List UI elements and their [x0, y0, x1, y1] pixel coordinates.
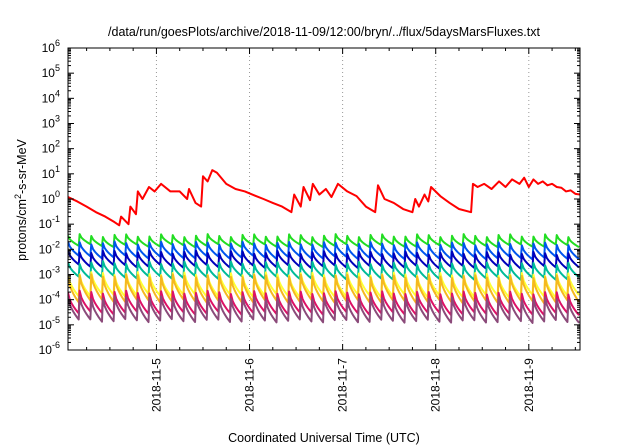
y-tick-label: 10-5 [39, 315, 60, 332]
y-tick-label: 102 [42, 139, 60, 156]
x-tick-label: 2018-11-8 [429, 358, 443, 412]
x-tick-label: 2018-11-7 [336, 358, 350, 412]
y-axis-label-main: protons/cm [15, 199, 29, 261]
series-line [68, 260, 580, 281]
y-tick-label: 10-3 [39, 265, 60, 282]
chart-title: /data/run/goesPlots/archive/2018-11-09/1… [108, 25, 540, 39]
series-line [68, 295, 580, 324]
y-tick-label: 105 [42, 63, 60, 80]
y-axis-label-sup: 2 [13, 194, 23, 199]
x-tick-label: 2018-11-9 [522, 358, 536, 412]
y-tick-label: 10-4 [39, 290, 60, 307]
axis-ticks [68, 47, 580, 351]
series-line [68, 249, 580, 271]
y-tick-label: 10-1 [39, 214, 60, 231]
y-tick-labels: 10-6 10-5 10-4 10-3 10-2 10-1 100 101 102 103 104 1… [39, 38, 60, 357]
y-tick-label: 103 [42, 114, 60, 131]
y-tick-label: 101 [42, 164, 60, 181]
y-axis-label: protons/cm2-s-sr-MeV [13, 138, 29, 260]
y-tick-label: 10-6 [39, 340, 60, 357]
y-tick-label: 100 [42, 189, 60, 206]
series-line [68, 169, 580, 227]
series-layer [68, 169, 580, 324]
x-axis-label: Coordinated Universal Time (UTC) [228, 431, 420, 445]
y-tick-label: 10-2 [39, 239, 60, 256]
x-tick-labels: 2018-11-5 2018-11-6 2018-11-7 2018-11-8 2018… [149, 358, 535, 412]
x-tick-label: 2018-11-6 [243, 358, 257, 412]
y-axis-label-rest: -s-sr-MeV [15, 138, 29, 194]
y-tick-label: 106 [42, 38, 60, 55]
y-tick-label: 104 [42, 88, 60, 105]
x-tick-label: 2018-11-5 [149, 358, 163, 412]
series-line [68, 273, 580, 305]
